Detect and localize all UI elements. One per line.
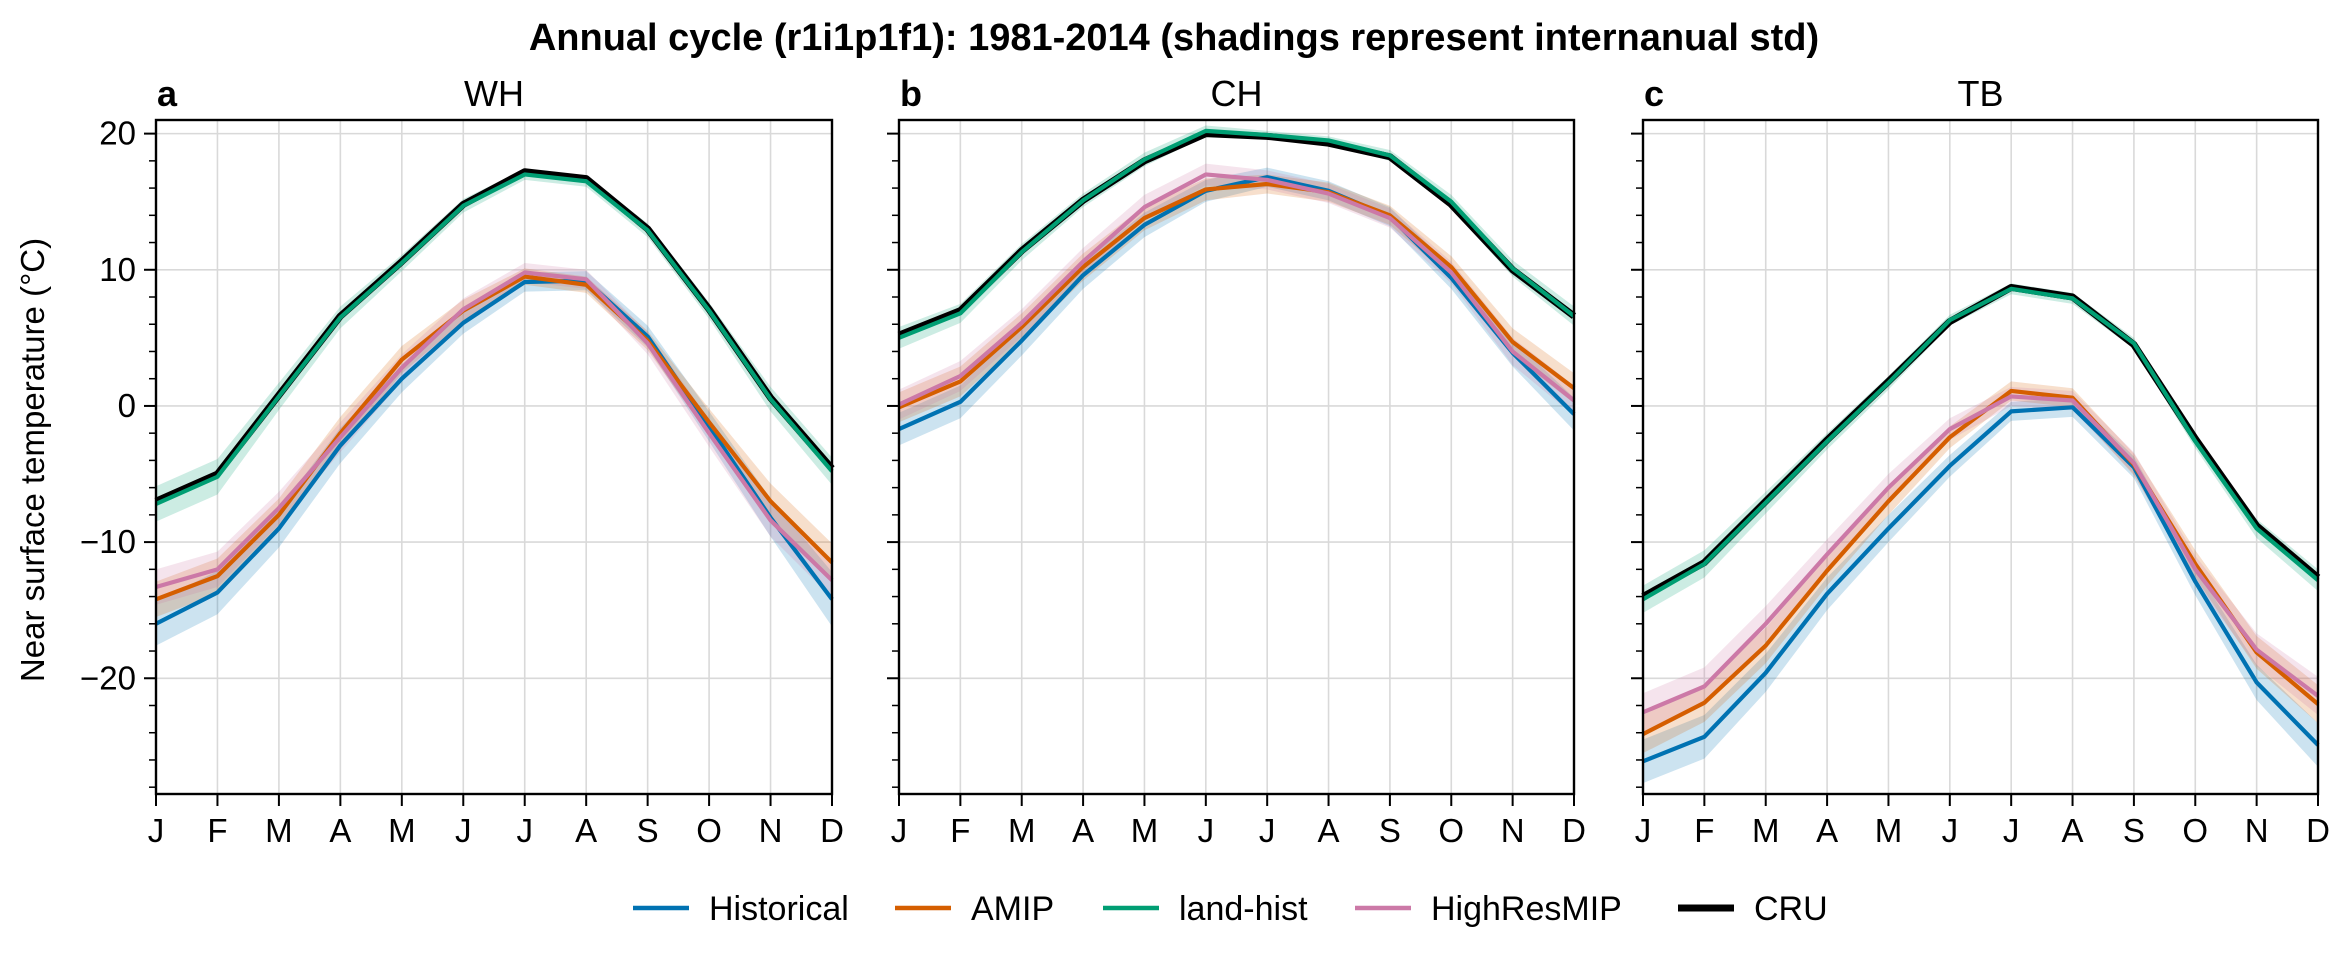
series-line-amip [155,274,834,602]
legend-label: HighResMIP [1431,890,1622,928]
x-tick-label: A [1816,812,1838,849]
legend-label: Historical [709,890,849,928]
x-tick-label: J [455,812,472,849]
x-tick-label: J [148,812,165,849]
x-tick-label: J [516,812,533,849]
std-band-amip [1643,381,2318,754]
axes-frame [1641,118,2320,796]
series-line-land-hist [155,172,834,506]
x-tick-label: M [265,812,293,849]
x-tick-label: O [1438,812,1464,849]
x-tick-label: J [1635,812,1652,849]
axes-frame [897,118,1576,796]
x-tick-label: O [696,812,722,849]
legend-label: CRU [1754,890,1828,928]
y-axis-label: Near surface temperature (°C) [14,238,51,682]
panel-title: TB [1957,73,2003,114]
x-tick-label: M [388,812,416,849]
x-tick-label: A [575,812,597,849]
x-tick-label: D [1562,812,1586,849]
legend-label: land-hist [1179,890,1308,928]
legend-item-land-hist: land-hist [1103,890,1308,928]
series-line-highresmip [898,172,1576,407]
x-tick-label: J [1259,812,1276,849]
x-tick-label: J [1942,812,1959,849]
panel-letter: c [1644,73,1664,114]
y-tick-label: −20 [80,659,136,696]
panel-letter: a [157,73,178,114]
x-tick-label: F [207,812,227,849]
legend-item-cru: CRU [1678,890,1828,928]
x-tick-label: S [637,812,659,849]
x-tick-label: F [1694,812,1714,849]
panel-c: J F M A M J J A S O N Dc TB [1631,73,2330,849]
std-band-land-hist [156,169,832,522]
x-tick-label: J [2003,812,2020,849]
y-tick-label: 0 [118,387,136,424]
panel-b: J F M A M J J A S O N Db CH [887,73,1586,849]
series-line-highresmip [155,270,834,590]
x-tick-label: M [1752,812,1780,849]
y-tick-label: 10 [99,251,136,288]
series-line-land-hist [898,128,1576,340]
x-tick-label: M [1008,812,1036,849]
std-band-amip [899,174,1574,423]
x-tick-label: A [1072,812,1094,849]
legend-item-historical: Historical [633,890,849,928]
x-tick-label: M [1131,812,1159,849]
panel-letter: b [900,73,922,114]
x-tick-label: O [2182,812,2208,849]
x-tick-label: N [759,812,783,849]
series-line-historical [155,278,834,626]
axes-frame [154,118,834,796]
legend-label: AMIP [971,890,1054,928]
series-line-land-hist [1641,286,2320,602]
y-tick-label: −10 [80,523,136,560]
series-line-historical [1642,405,2320,764]
x-tick-label: D [820,812,844,849]
x-tick-label: N [2245,812,2269,849]
y-tick-label: 20 [99,115,136,152]
x-tick-label: N [1501,812,1525,849]
x-tick-label: D [2306,812,2330,849]
legend: Historical AMIP land-hist HighResMIP CRU [633,890,1828,928]
series-line-highresmip [1642,394,2320,715]
x-tick-label: A [1318,812,1340,849]
legend-item-highresmip: HighResMIP [1355,890,1622,928]
x-tick-label: S [2123,812,2145,849]
x-tick-label: A [2062,812,2084,849]
x-tick-label: S [1379,812,1401,849]
std-band-historical [899,167,1574,446]
series-line-amip [898,181,1576,410]
series-line-historical [898,175,1576,432]
x-tick-label: J [1198,812,1215,849]
figure-title: Annual cycle (r1i1p1f1): 1981-2014 (shad… [529,17,1819,59]
x-tick-label: F [950,812,970,849]
panel-title: CH [1211,73,1263,114]
x-tick-label: J [891,812,908,849]
panel-title: WH [464,73,524,114]
legend-item-amip: AMIP [895,890,1054,928]
x-tick-label: M [1875,812,1903,849]
x-tick-label: A [329,812,351,849]
